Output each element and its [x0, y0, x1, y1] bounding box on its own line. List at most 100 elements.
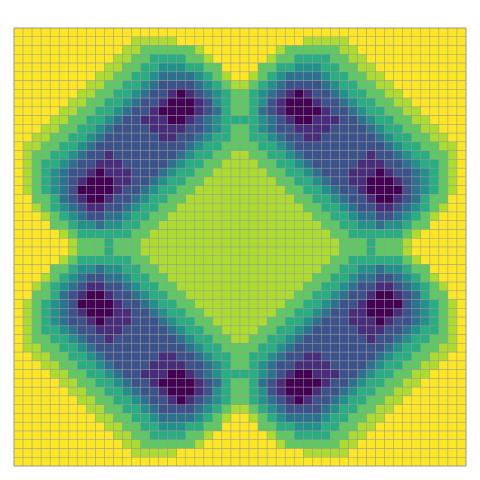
heatmap-cell: [447, 229, 458, 239]
heatmap-cell: [393, 202, 403, 213]
heatmap-cell: [158, 115, 168, 125]
heatmap-cell: [95, 141, 105, 151]
heatmap-cell: [203, 378, 214, 388]
heatmap-cell: [22, 378, 33, 388]
heatmap-cell: [40, 299, 51, 309]
heatmap-cell: [375, 308, 385, 318]
heatmap-cell: [31, 194, 42, 204]
heatmap-cell: [13, 167, 24, 178]
heatmap-cell: [185, 115, 196, 125]
heatmap-cell: [293, 132, 304, 143]
heatmap-cell: [113, 430, 123, 440]
heatmap-cell: [31, 316, 42, 327]
heatmap-cell: [221, 430, 232, 440]
heatmap-cell: [348, 404, 358, 414]
heatmap-cell: [393, 97, 403, 108]
heatmap-cell: [221, 45, 232, 55]
heatmap-cell: [339, 237, 349, 248]
heatmap-cell: [303, 150, 313, 160]
heatmap-cell: [131, 369, 141, 379]
heatmap-cell: [140, 159, 150, 169]
heatmap-cell: [321, 430, 331, 440]
heatmap-cell: [158, 439, 168, 449]
heatmap-cell: [167, 89, 177, 99]
heatmap-cell: [438, 124, 449, 134]
heatmap-cell: [221, 351, 232, 362]
heatmap-cell: [13, 290, 24, 300]
heatmap-cell: [140, 290, 150, 300]
heatmap-cell: [67, 62, 78, 73]
heatmap-cell: [22, 404, 33, 414]
heatmap-cell: [212, 194, 223, 204]
heatmap-cell: [293, 202, 304, 213]
heatmap-cell: [447, 378, 458, 388]
heatmap-cell: [158, 202, 168, 213]
heatmap-cell: [456, 439, 467, 449]
heatmap-cell: [104, 167, 114, 178]
heatmap-cell: [31, 185, 42, 195]
heatmap-cell: [95, 369, 105, 379]
heatmap-cell: [393, 132, 403, 143]
heatmap-cell: [293, 290, 304, 300]
heatmap-cell: [86, 62, 96, 73]
heatmap-cell: [330, 229, 340, 239]
heatmap-cell: [40, 211, 51, 221]
heatmap-cell: [429, 141, 440, 151]
heatmap-cell: [104, 185, 114, 195]
heatmap-cell: [266, 211, 277, 221]
heatmap-cell: [321, 159, 331, 169]
heatmap-cell: [104, 211, 114, 221]
heatmap-cell: [284, 97, 295, 108]
heatmap-cell: [95, 89, 105, 99]
heatmap-cell: [339, 202, 349, 213]
heatmap-cell: [95, 264, 105, 274]
heatmap-cell: [330, 194, 340, 204]
heatmap-cell: [456, 97, 467, 108]
heatmap-cell: [104, 97, 114, 108]
heatmap-cell: [113, 273, 123, 283]
heatmap-cell: [104, 343, 114, 353]
heatmap-cell: [447, 220, 458, 230]
heatmap-cell: [303, 237, 313, 248]
heatmap-cell: [303, 448, 313, 458]
heatmap-cell: [321, 439, 331, 449]
heatmap-cell: [158, 281, 168, 292]
heatmap-cell: [275, 360, 286, 370]
heatmap-cell: [104, 360, 114, 370]
heatmap-cell: [113, 36, 123, 46]
heatmap-cell: [248, 229, 259, 239]
heatmap-cell: [248, 325, 259, 335]
heatmap-cell: [40, 36, 51, 46]
heatmap-cell: [40, 351, 51, 362]
heatmap-cell: [312, 45, 322, 55]
heatmap-cell: [140, 264, 150, 274]
heatmap-cell: [239, 290, 250, 300]
heatmap-cell: [122, 264, 132, 274]
heatmap-cell: [149, 27, 159, 38]
heatmap-cell: [321, 299, 331, 309]
heatmap-cell: [330, 176, 340, 186]
heatmap-cell: [420, 54, 431, 64]
heatmap-cell: [438, 281, 449, 292]
heatmap-cell: [266, 308, 277, 318]
heatmap-cell: [212, 185, 223, 195]
heatmap-cell: [248, 404, 259, 414]
heatmap-cell: [366, 421, 376, 432]
heatmap-cell: [293, 27, 304, 38]
heatmap-cell: [230, 413, 241, 423]
heatmap-cell: [49, 141, 60, 151]
heatmap-cell: [293, 176, 304, 186]
heatmap-cell: [330, 255, 340, 265]
heatmap-cell: [212, 351, 223, 362]
heatmap-cell: [203, 45, 214, 55]
heatmap-cell: [176, 62, 187, 73]
heatmap-cell: [248, 89, 259, 99]
heatmap-cell: [158, 71, 168, 81]
heatmap-cell: [67, 150, 78, 160]
heatmap-cell: [339, 413, 349, 423]
heatmap-cell: [40, 159, 51, 169]
heatmap-cell: [248, 439, 259, 449]
heatmap-cell: [266, 343, 277, 353]
heatmap-cell: [49, 308, 60, 318]
heatmap-cell: [31, 334, 42, 344]
